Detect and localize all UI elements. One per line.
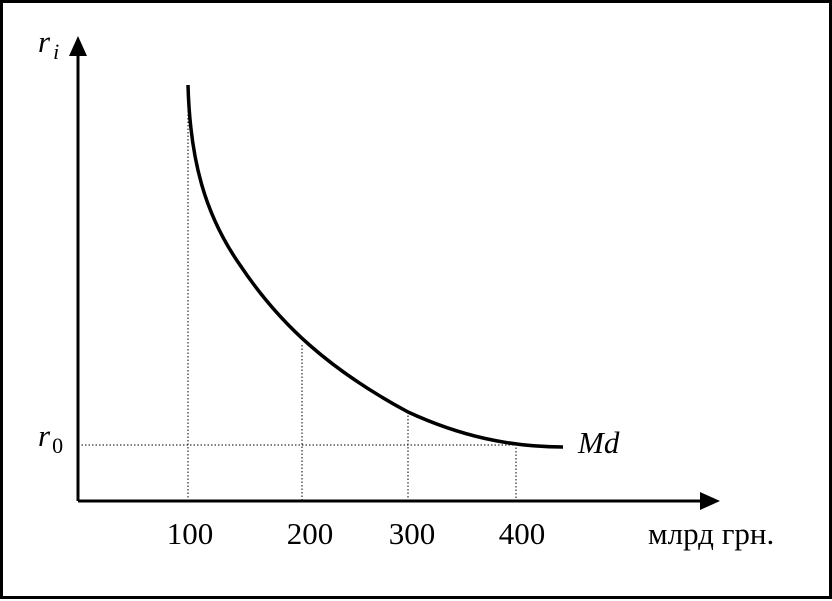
level-label-main: r: [38, 418, 51, 453]
x-arrow: [700, 492, 720, 510]
level-label-sub: 0: [52, 433, 63, 458]
x-tick-label: 400: [499, 516, 546, 551]
x-tick-label: 200: [287, 516, 334, 551]
x-unit-label: млрд грн.: [648, 516, 774, 551]
y-label-sub: i: [53, 39, 59, 64]
y-arrow: [69, 36, 87, 56]
level-label: r0: [38, 418, 63, 458]
x-tick-label: 100: [167, 516, 214, 551]
md-curve: [186, 84, 564, 449]
y-label-main: r: [38, 24, 51, 59]
curve-label: Md: [577, 425, 620, 460]
x-tick-label: 300: [389, 516, 436, 551]
